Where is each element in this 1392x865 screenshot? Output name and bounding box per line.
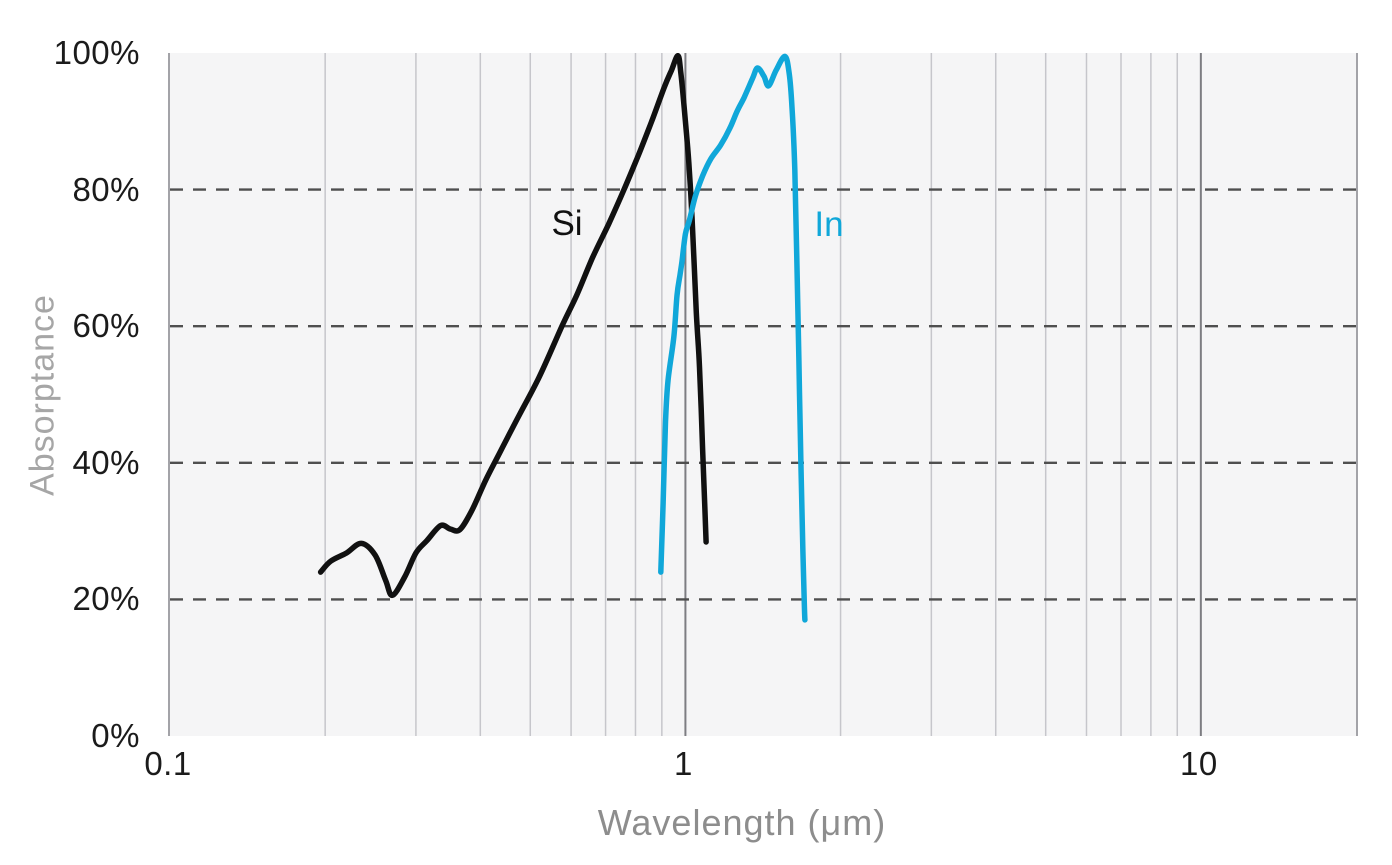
y-tick-label-100: 100% <box>53 34 140 71</box>
y-tick-label-80: 80% <box>72 170 140 208</box>
in-series-label: In <box>814 205 844 244</box>
y-tick-label-60: 60% <box>72 307 140 345</box>
y-tick-label-40: 40% <box>72 443 140 481</box>
x-tick-label-10: 10 <box>1179 745 1218 782</box>
y-tick-label-0: 0% <box>91 717 140 754</box>
chart-canvas <box>170 53 1356 736</box>
y-tick-label-20: 20% <box>72 580 140 618</box>
x-tick-label-1: 1 <box>673 745 693 782</box>
y-axis-title: Absorptance <box>23 294 62 496</box>
in-curve <box>658 53 808 623</box>
si-curve <box>317 53 709 599</box>
x-tick-label-0.1: 0.1 <box>144 745 192 782</box>
x-axis-title: Wavelength (μm) <box>597 802 887 843</box>
si-series-label: Si <box>551 204 583 243</box>
plot-area <box>168 53 1358 736</box>
